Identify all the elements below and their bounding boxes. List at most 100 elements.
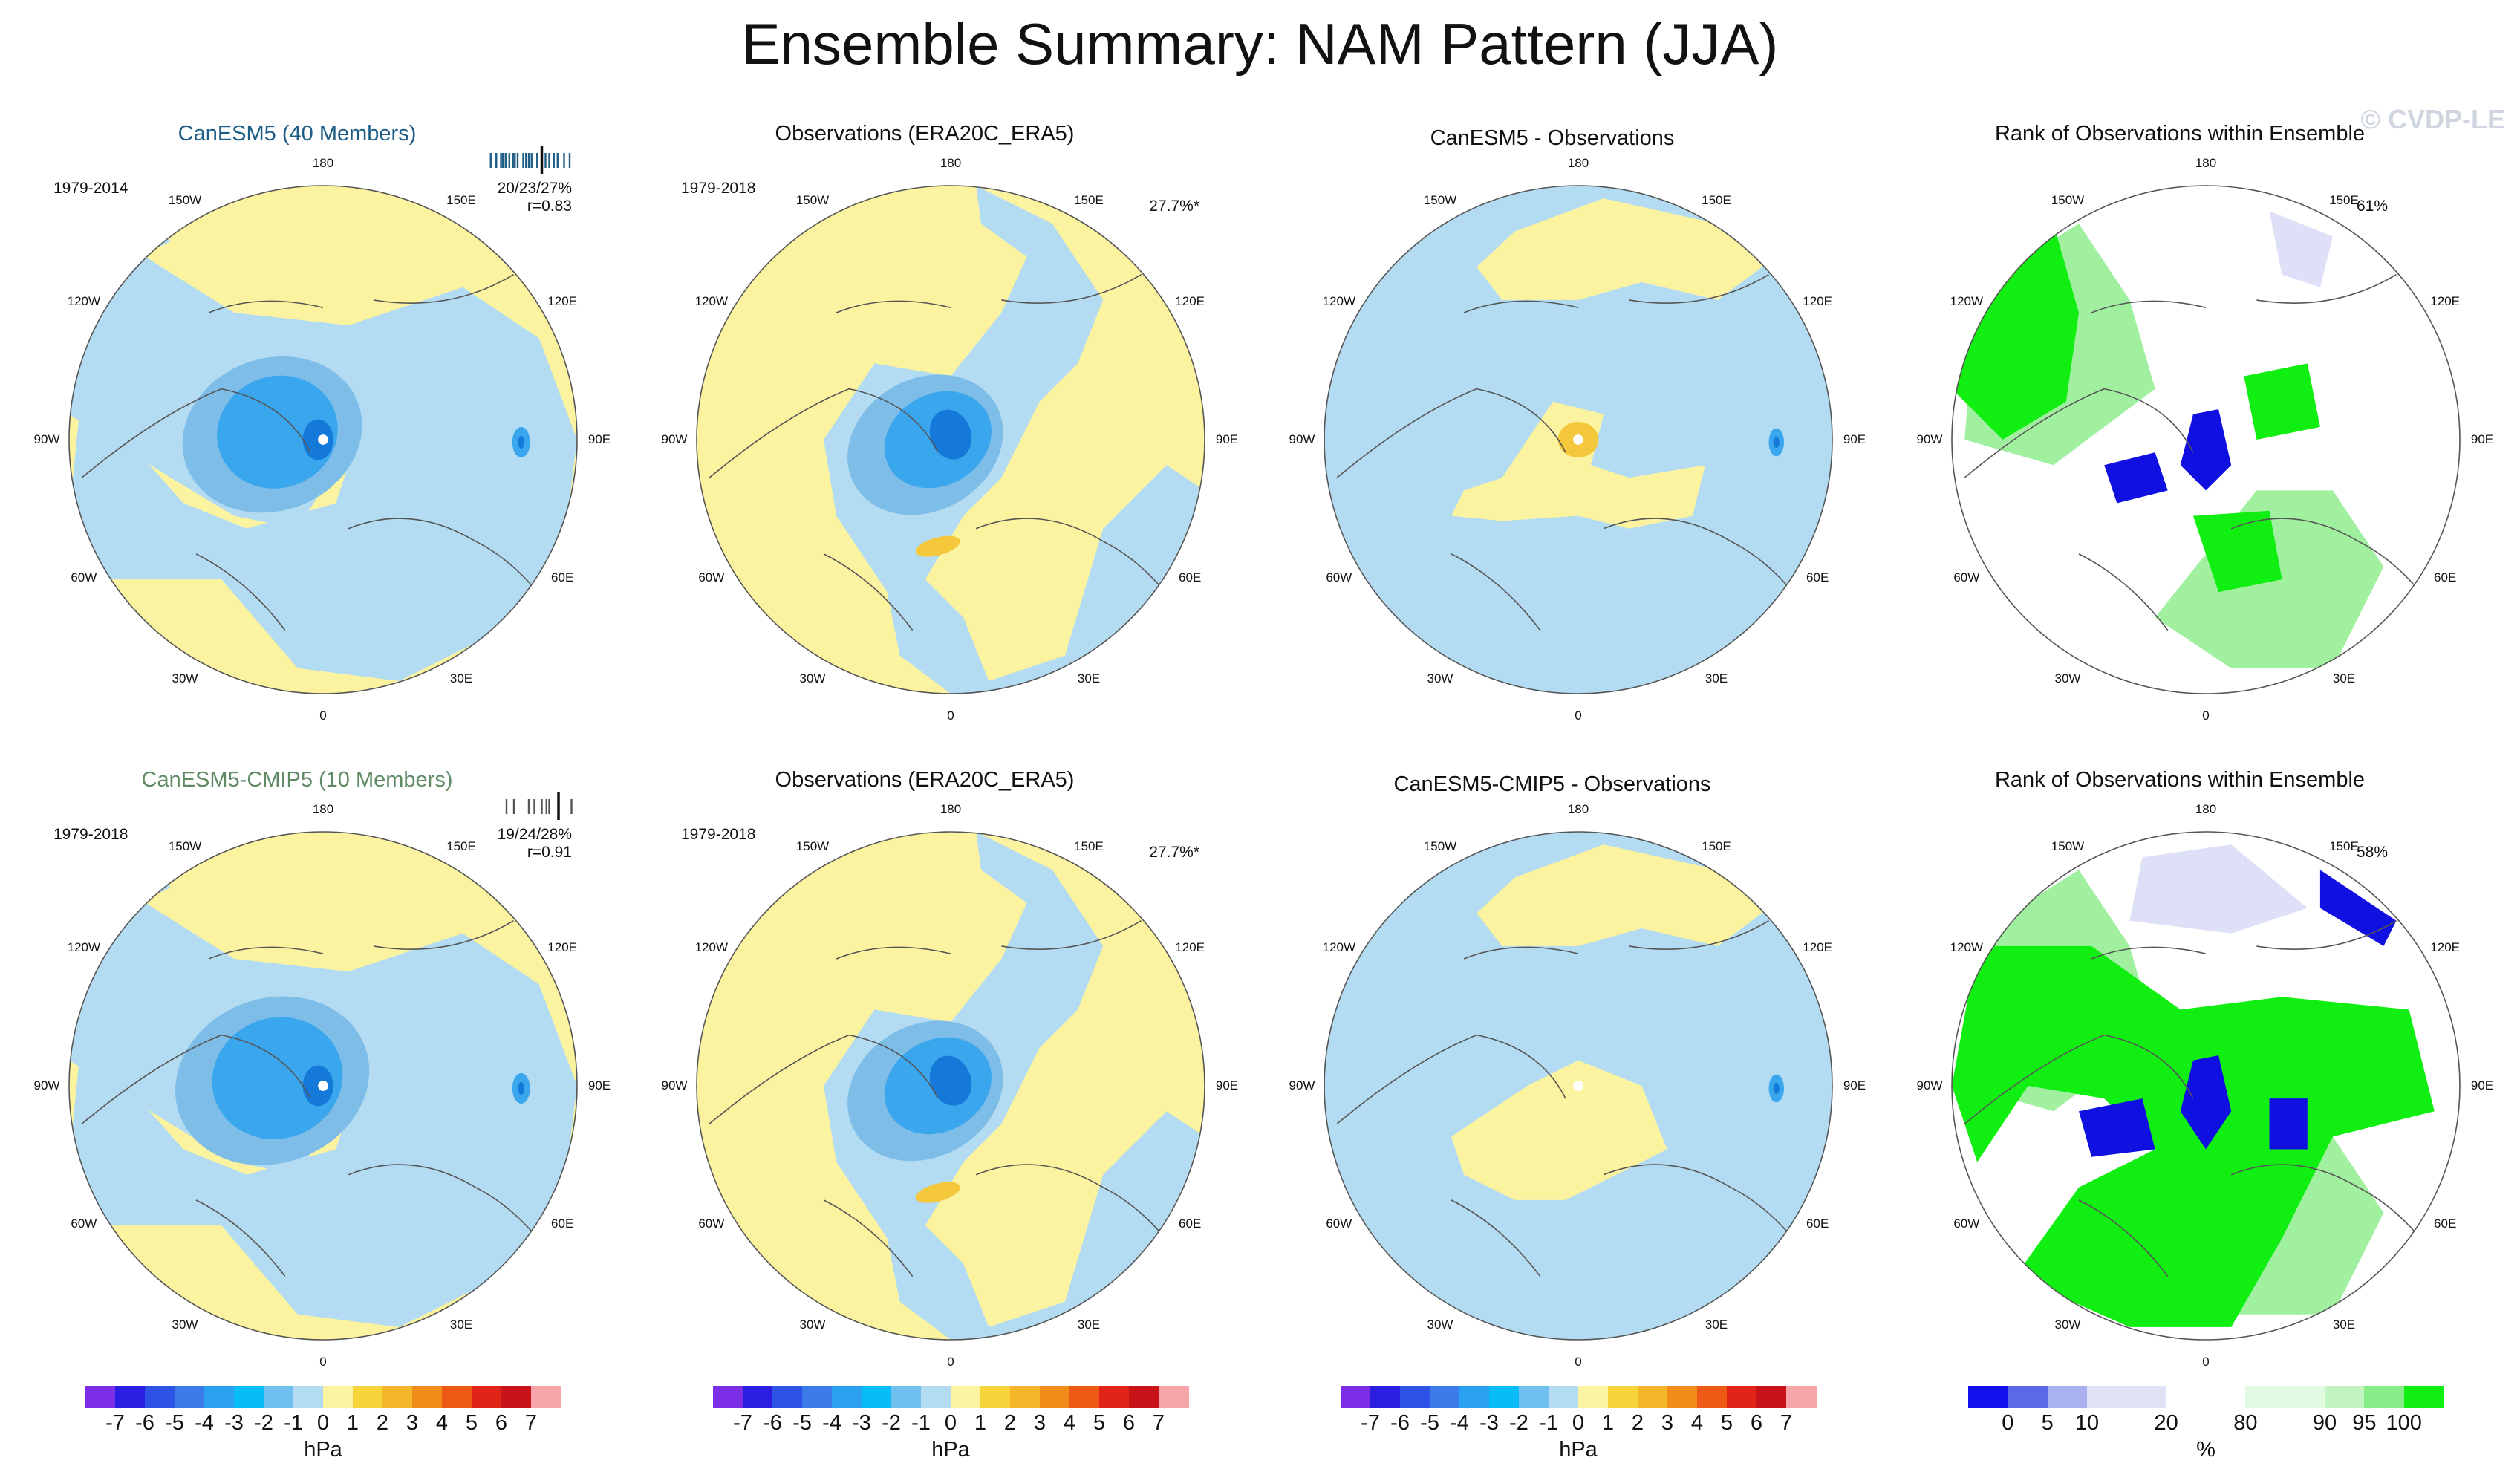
- colorbar-swatch: [2364, 1386, 2405, 1408]
- colorbar-tick-label: 0: [316, 1411, 330, 1435]
- colorbar-swatch: [323, 1386, 354, 1408]
- colorbar-swatch: [2087, 1386, 2127, 1408]
- longitude-label: 90E: [2470, 1078, 2494, 1092]
- colorbar-swatch: [175, 1386, 205, 1408]
- longitude-label: 90E: [1215, 432, 1239, 446]
- longitude-label: 90W: [661, 432, 688, 446]
- colorbar-swatch: [531, 1386, 561, 1408]
- longitude-label: 150W: [795, 192, 830, 207]
- stat-line-1: 19/24/28%: [497, 826, 572, 843]
- rank-blue-n: [2319, 870, 2397, 946]
- colorbar-tick-label: -3: [852, 1411, 871, 1435]
- longitude-label: 30W: [799, 1318, 826, 1332]
- longitude-label: 90E: [587, 1078, 611, 1092]
- colorbar-tick-label: -1: [911, 1411, 931, 1435]
- panel-title: CanESM5 - Observations: [1430, 126, 1675, 150]
- colorbar-unit: hPa: [304, 1438, 342, 1462]
- longitude-label: 150E: [1702, 838, 1731, 853]
- colorbar-tick-label: 3: [1033, 1411, 1046, 1435]
- colorbar-swatch: [85, 1386, 116, 1408]
- longitude-label: 180: [940, 802, 962, 816]
- colorbar-swatch: [264, 1386, 294, 1408]
- colorbar-swatch: [442, 1386, 472, 1408]
- colorbar-swatch: [1697, 1386, 1728, 1408]
- longitude-label: 30W: [799, 671, 826, 686]
- colorbar-swatch: [2285, 1386, 2325, 1408]
- map-border: [696, 185, 1205, 694]
- colorbar-swatch: [2008, 1386, 2048, 1408]
- colorbar-tick-label: 5: [1720, 1411, 1733, 1435]
- colorbar-tick-label: 5: [2041, 1411, 2054, 1435]
- longitude-label: 30W: [172, 671, 198, 686]
- longitude-label: 60W: [71, 1217, 97, 1231]
- longitude-label: 120E: [2430, 940, 2461, 954]
- longitude-label: 150E: [2329, 192, 2359, 207]
- longitude-label: 150W: [2051, 192, 2085, 207]
- colorbar-tick-label: -7: [105, 1411, 125, 1435]
- colorbar-unit: hPa: [931, 1438, 970, 1462]
- longitude-label: 0: [947, 1355, 954, 1369]
- rank-blue-w: [2079, 1098, 2155, 1157]
- stat-line-1: 61%: [2356, 198, 2388, 215]
- colorbar-tick-label: -7: [1361, 1411, 1380, 1435]
- coastline: [1964, 274, 2448, 631]
- colorbar-swatch: [1129, 1386, 1159, 1408]
- colorbar-tick-label: 0: [944, 1411, 957, 1435]
- neg-contour-3: [212, 1017, 343, 1139]
- colorbar-tick-label: -5: [165, 1411, 184, 1435]
- colorbar-swatch: [2126, 1386, 2167, 1408]
- neg-core: [929, 409, 972, 460]
- field-layer: [1952, 186, 2460, 694]
- rank-lightblue: [2269, 211, 2333, 287]
- colorbar-tick-label: 0: [1572, 1411, 1585, 1435]
- longitude-label: 180: [2195, 156, 2217, 170]
- pacific-low-core: [1773, 436, 1780, 448]
- pos-region-north: [1476, 198, 1769, 300]
- colorbar-swatch: [1040, 1386, 1070, 1408]
- longitude-label: 0: [319, 709, 327, 723]
- analysis-period: 1979-2018: [681, 180, 756, 197]
- pole-mark: [1573, 434, 1583, 445]
- longitude-label: 120W: [67, 940, 101, 954]
- longitude-label: 30W: [2054, 1318, 2081, 1332]
- map-panel: Observations (ERA20C_ERA5) 1979-2018 27.7%…: [628, 758, 1239, 1471]
- longitude-label: 90E: [1843, 432, 1866, 446]
- colorbar-tick-label: 5: [465, 1411, 478, 1435]
- colorbar-swatch: [862, 1386, 892, 1408]
- longitude-label: 90W: [661, 1078, 688, 1092]
- map-border: [1951, 185, 2461, 694]
- colorbar-swatch: [1638, 1386, 1668, 1408]
- colorbar-unit: %: [2196, 1438, 2215, 1462]
- colorbar-swatch: [1400, 1386, 1430, 1408]
- longitude-label: 60E: [1179, 1217, 1202, 1231]
- colorbar-swatch: [1099, 1386, 1130, 1408]
- colorbar-swatch: [1756, 1386, 1787, 1408]
- longitude-label: 0: [2202, 709, 2210, 723]
- colorbar-tick-label: 20: [2154, 1411, 2178, 1435]
- colorbar-tick-label: 7: [524, 1411, 538, 1435]
- longitude-label: 90E: [1843, 1078, 1866, 1092]
- pos-region-north: [1476, 844, 1769, 946]
- field-layer: [1324, 832, 1832, 1340]
- map-border: [68, 831, 578, 1341]
- panel-title: CanESM5-CMIP5 (10 Members): [141, 768, 453, 792]
- colorbar-swatch: [1069, 1386, 1100, 1408]
- coastline: [1964, 920, 2448, 1277]
- longitude-label: 90W: [1916, 432, 1943, 446]
- longitude-label: 180: [940, 156, 962, 170]
- map-panel: Rank of Observations within Ensemble 61% 1…: [1883, 111, 2494, 824]
- pole-mark: [1573, 1081, 1583, 1091]
- coastline: [709, 274, 1193, 631]
- colorbar-swatch: [1159, 1386, 1189, 1408]
- neg-region: [824, 832, 1205, 1340]
- colorbar-tick-label: -3: [224, 1411, 244, 1435]
- colorbar-tick-label: 4: [435, 1411, 449, 1435]
- colorbar-swatch: [1578, 1386, 1609, 1408]
- colorbar-tick-label: 5: [1093, 1411, 1106, 1435]
- colorbar-tick-label: -2: [1509, 1411, 1528, 1435]
- colorbar-swatch: [1489, 1386, 1520, 1408]
- longitude-label: 60E: [1806, 570, 1829, 584]
- analysis-period: 1979-2018: [53, 826, 128, 843]
- colorbar-tick-label: 4: [1063, 1411, 1076, 1435]
- longitude-label: 90W: [1289, 432, 1315, 446]
